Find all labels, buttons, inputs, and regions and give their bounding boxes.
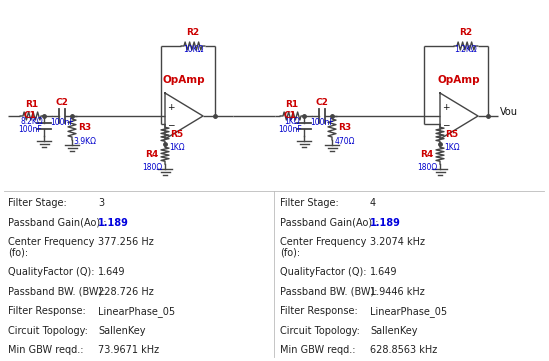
Text: C1: C1 (24, 112, 36, 121)
Text: 100nF: 100nF (18, 125, 42, 134)
Text: Min GBW reqd.:: Min GBW reqd.: (280, 345, 356, 355)
Text: 228.726 Hz: 228.726 Hz (98, 287, 154, 297)
Text: 1KΩ: 1KΩ (284, 117, 300, 126)
Text: 73.9671 kHz: 73.9671 kHz (98, 345, 159, 355)
Text: +: + (442, 103, 450, 112)
Text: +: + (167, 103, 175, 112)
Text: 180Ω: 180Ω (417, 163, 437, 172)
Text: Filter Response:: Filter Response: (280, 306, 358, 316)
Text: SallenKey: SallenKey (370, 326, 417, 336)
Text: R2: R2 (460, 28, 473, 37)
Text: R4: R4 (145, 150, 159, 159)
Text: Min GBW reqd.:: Min GBW reqd.: (8, 345, 83, 355)
Text: OpAmp: OpAmp (163, 75, 205, 85)
Text: 1.649: 1.649 (370, 267, 397, 277)
Text: Passband Gain(Ao) :: Passband Gain(Ao) : (8, 217, 107, 227)
Text: R1: R1 (285, 100, 299, 109)
Text: 1.189: 1.189 (370, 217, 401, 227)
Text: Center Frequency: Center Frequency (280, 237, 366, 247)
Text: 8.2KΩ: 8.2KΩ (21, 117, 43, 126)
Text: 180Ω: 180Ω (142, 163, 162, 172)
Text: 100nF: 100nF (278, 125, 302, 134)
Text: R5: R5 (170, 130, 183, 139)
Text: SallenKey: SallenKey (98, 326, 145, 336)
Text: R2: R2 (187, 28, 200, 37)
Text: Filter Stage:: Filter Stage: (8, 198, 67, 208)
Text: 3: 3 (98, 198, 104, 208)
Text: Circuit Topology:: Circuit Topology: (8, 326, 88, 336)
Text: R4: R4 (421, 150, 434, 159)
Text: R5: R5 (445, 130, 458, 139)
Text: 377.256 Hz: 377.256 Hz (98, 237, 154, 247)
Text: R3: R3 (79, 123, 92, 132)
Text: LinearPhase_05: LinearPhase_05 (370, 306, 447, 317)
Text: 1.649: 1.649 (98, 267, 126, 277)
Text: Vou: Vou (500, 107, 518, 117)
Text: 1KΩ: 1KΩ (169, 143, 185, 152)
Text: 1.189: 1.189 (98, 217, 129, 227)
Text: QualityFactor (Q):: QualityFactor (Q): (280, 267, 367, 277)
Text: (fo):: (fo): (8, 248, 28, 258)
Text: C2: C2 (55, 98, 69, 107)
Text: Passband BW. (BW):: Passband BW. (BW): (280, 287, 378, 297)
Text: (fo):: (fo): (280, 248, 300, 258)
Text: OpAmp: OpAmp (438, 75, 480, 85)
Text: Passband Gain(Ao) :: Passband Gain(Ao) : (280, 217, 378, 227)
Text: Circuit Topology:: Circuit Topology: (280, 326, 360, 336)
Text: 100nF: 100nF (50, 118, 74, 127)
Text: Center Frequency: Center Frequency (8, 237, 94, 247)
Text: Passband BW. (BW):: Passband BW. (BW): (8, 287, 105, 297)
Text: 1KΩ: 1KΩ (444, 143, 460, 152)
Text: C1: C1 (284, 112, 296, 121)
Text: R3: R3 (338, 123, 351, 132)
Text: Filter Response:: Filter Response: (8, 306, 86, 316)
Text: 3.2074 kHz: 3.2074 kHz (370, 237, 425, 247)
Text: 3.9KΩ: 3.9KΩ (74, 137, 97, 146)
Text: QualityFactor (Q):: QualityFactor (Q): (8, 267, 94, 277)
Text: 100nF: 100nF (310, 118, 334, 127)
Text: LinearPhase_05: LinearPhase_05 (98, 306, 175, 317)
Text: R1: R1 (25, 100, 38, 109)
Text: −: − (167, 120, 175, 129)
Text: 470Ω: 470Ω (335, 137, 355, 146)
Text: −: − (442, 120, 450, 129)
Text: 1.9446 kHz: 1.9446 kHz (370, 287, 425, 297)
Text: Filter Stage:: Filter Stage: (280, 198, 339, 208)
Text: C2: C2 (316, 98, 328, 107)
Text: 628.8563 kHz: 628.8563 kHz (370, 345, 437, 355)
Text: 1.2KΩ: 1.2KΩ (455, 45, 478, 54)
Text: 10KΩ: 10KΩ (183, 45, 203, 54)
Text: 4: 4 (370, 198, 376, 208)
